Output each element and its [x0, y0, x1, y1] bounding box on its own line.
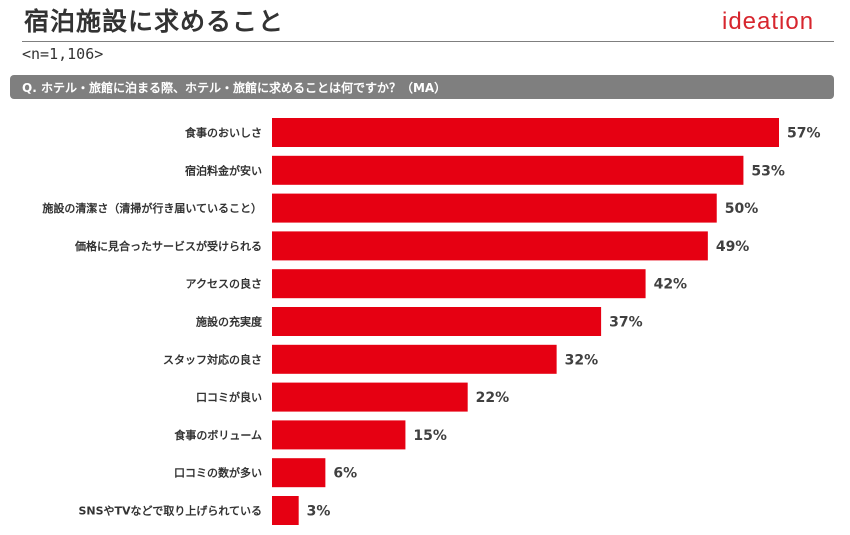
bar	[272, 307, 602, 336]
value-label: 53%	[751, 163, 785, 179]
category-label: SNSやTVなどで取り上げられている	[78, 504, 262, 518]
bar	[272, 344, 557, 374]
category-label: 施設の充実度	[196, 315, 263, 329]
value-label: 6%	[333, 466, 357, 482]
ideation-logo: ideation	[722, 8, 815, 35]
category-label: 食事のおいしさ	[185, 126, 262, 140]
value-label: 57%	[787, 126, 821, 142]
bar	[272, 496, 299, 525]
question-text: Q. ホテル・旅館に泊まる際、ホテル・旅館に求めることは何ですか？（MA）	[22, 81, 447, 95]
bar	[272, 118, 779, 147]
value-label: 3%	[307, 504, 331, 520]
bar	[272, 155, 744, 185]
category-label: 宿泊料金が安い	[185, 163, 262, 177]
value-label: 15%	[413, 428, 447, 444]
bar	[272, 193, 717, 223]
bar	[272, 382, 468, 412]
value-label: 50%	[725, 201, 759, 217]
category-label: スタッフ対応の良さ	[163, 352, 262, 366]
category-label: 口コミが良い	[196, 390, 262, 404]
bar	[272, 458, 326, 488]
category-label: アクセスの良さ	[186, 277, 262, 291]
value-label: 37%	[609, 315, 643, 331]
category-label: 食事のボリューム	[174, 428, 262, 442]
bar	[272, 231, 708, 261]
value-label: 22%	[476, 390, 510, 406]
category-label: 施設の清潔さ（清掃が行き届いていること）	[42, 201, 262, 215]
question-banner: Q. ホテル・旅館に泊まる際、ホテル・旅館に求めることは何ですか？（MA）	[10, 75, 834, 99]
category-label: 口コミの数が多い	[174, 466, 262, 480]
sample-size: <n=1,106>	[22, 45, 104, 63]
title-divider	[22, 41, 834, 42]
value-label: 49%	[716, 239, 750, 255]
value-label: 42%	[654, 277, 688, 293]
category-label: 価格に見合ったサービスが受けられる	[74, 239, 262, 253]
bar	[272, 269, 646, 299]
bar	[272, 420, 406, 450]
bar-chart: 食事のおいしさ 57% 宿泊料金が安い 53% 施設の清潔さ（清掃が行き届いていること）…	[42, 118, 821, 525]
value-label: 32%	[565, 352, 599, 368]
page-title: 宿泊施設に求めること	[24, 7, 285, 36]
